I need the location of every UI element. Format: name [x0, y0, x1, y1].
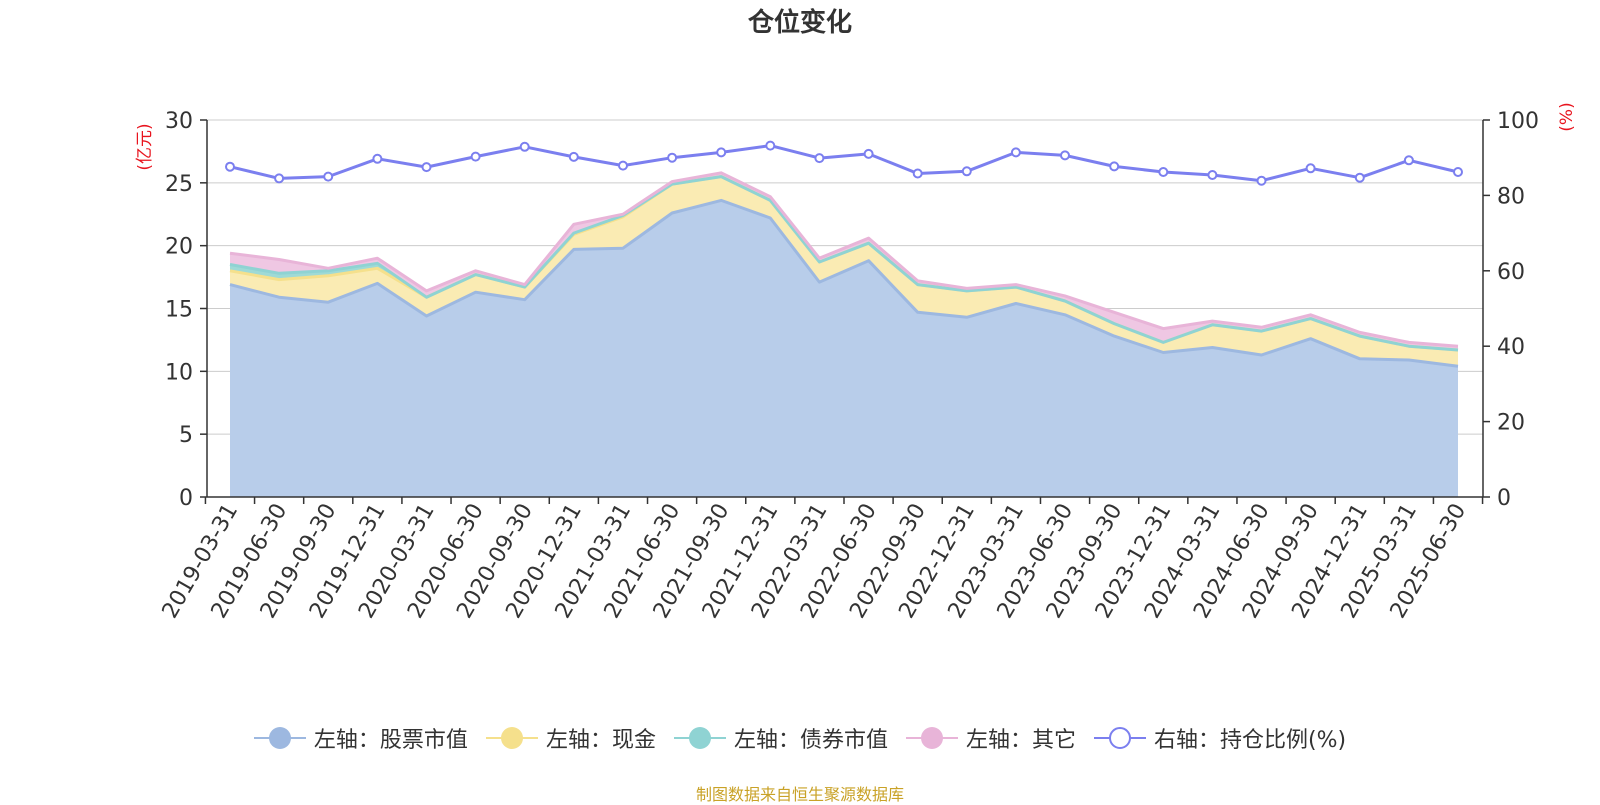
left-tick-label-0: 0	[179, 486, 193, 511]
line-series-2	[229, 175, 1459, 352]
ratio-point-10	[716, 147, 727, 158]
left-tick-label-6: 30	[165, 109, 193, 134]
source-note: 制图数据来自恒生聚源数据库	[695, 785, 904, 804]
ratio-point-19	[1158, 167, 1169, 177]
left-tick-label-5: 25	[165, 172, 193, 197]
legend-stock-icon	[253, 727, 306, 749]
legend-ratio-icon	[1093, 727, 1146, 749]
right-tick-label-1: 20	[1497, 411, 1525, 436]
legend-item-bond[interactable]: 左轴：债券市值	[673, 722, 888, 754]
left-axis-unit: (亿元)	[135, 123, 155, 170]
legend-item-other[interactable]: 左轴：其它	[905, 722, 1076, 754]
ratio-point-17	[1060, 150, 1070, 161]
ratio-point-15	[961, 166, 972, 177]
legend-item-stock[interactable]: 左轴：股票市值	[253, 722, 468, 754]
ratio-point-11	[765, 140, 776, 151]
ratio-point-0	[225, 161, 235, 172]
left-tick-label-3: 15	[165, 298, 193, 323]
ratio-point-21	[1256, 175, 1267, 186]
ratio-point-25	[1453, 167, 1463, 177]
ratio-points	[225, 140, 1463, 186]
ratio-point-3	[372, 153, 383, 164]
series-lines	[229, 144, 1459, 368]
right-axis-unit: (%)	[1557, 102, 1577, 131]
legend-bond-icon	[673, 727, 726, 749]
ratio-point-24	[1403, 155, 1414, 166]
ratio-point-20	[1207, 170, 1218, 180]
legend-label-stock: 左轴：股票市值	[313, 728, 468, 753]
legend-cash-icon	[485, 727, 538, 749]
right-tick-label-2: 40	[1497, 335, 1525, 360]
area-series-0	[230, 200, 1458, 497]
ratio-point-16	[1010, 147, 1021, 158]
ratio-point-18	[1109, 161, 1120, 172]
left-tick-label-1: 5	[179, 423, 193, 448]
right-tick-label-0: 0	[1497, 486, 1511, 511]
ratio-point-4	[421, 162, 432, 173]
line-series-0	[229, 198, 1459, 368]
chart-title: 仓位变化	[747, 8, 852, 38]
ratio-point-5	[470, 151, 481, 162]
legend-label-bond: 左轴：债券市值	[733, 728, 888, 753]
ratio-point-9	[667, 152, 678, 163]
ratio-point-12	[814, 153, 825, 164]
ratio-point-22	[1305, 163, 1316, 174]
legend-item-cash[interactable]: 左轴：现金	[485, 722, 656, 754]
right-tick-label-3: 60	[1497, 260, 1525, 285]
line-series-3	[229, 171, 1459, 348]
left-tick-label-2: 10	[165, 360, 193, 385]
ratio-point-7	[568, 151, 579, 162]
right-tick-label-5: 100	[1497, 109, 1539, 134]
left-tick-label-4: 20	[165, 235, 193, 260]
ratio-point-6	[519, 141, 530, 152]
legend-label-ratio: 右轴：持仓比例(%)	[1153, 728, 1347, 753]
legend-label-other: 左轴：其它	[965, 728, 1076, 753]
ratio-point-1	[274, 173, 285, 184]
ratio-point-2	[323, 171, 334, 182]
ratio-point-14	[912, 168, 923, 179]
ratio-point-13	[863, 148, 874, 159]
right-tick-label-4: 80	[1497, 184, 1525, 209]
legend-item-ratio[interactable]: 右轴：持仓比例(%)	[1093, 722, 1347, 754]
legend-other-icon	[905, 727, 958, 749]
ratio-point-23	[1354, 172, 1365, 183]
ratio-line	[229, 144, 1459, 183]
stacked-areas	[230, 172, 1458, 497]
ratio-point-8	[618, 160, 628, 171]
legend-label-cash: 左轴：现金	[545, 728, 656, 753]
legend: 左轴：股票市值 左轴：现金 左轴：债券市值 左轴：其它 右轴：持仓比例(%)	[0, 722, 1600, 754]
